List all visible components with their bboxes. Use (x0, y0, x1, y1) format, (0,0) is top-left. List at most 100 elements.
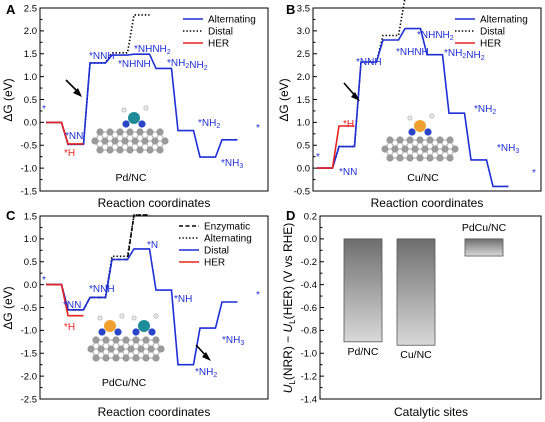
carbon-atom (396, 136, 404, 144)
hydrogen-atom (119, 313, 125, 319)
carbon-atom (132, 336, 140, 344)
y-tick-label: 2.0 (297, 72, 310, 83)
series-her (46, 283, 84, 317)
hydrogen-atom (407, 115, 413, 121)
nitrogen-atom (148, 328, 156, 336)
panel-c-letter: C (6, 208, 16, 223)
y-tick-label: 2.0 (24, 26, 37, 37)
species-label: *NH3 (221, 158, 243, 170)
carbon-atom (436, 154, 444, 162)
y-tick-label: -1.5 (21, 186, 37, 197)
carbon-atom (152, 354, 160, 362)
species-label: *NN (339, 167, 357, 178)
y-tick-label: 1.5 (24, 49, 37, 60)
panel-b-xlabel: Reaction coordinates (371, 196, 484, 210)
carbon-atom (416, 136, 424, 144)
carbon-atom (112, 354, 120, 362)
y-tick-label: -0.4 (301, 280, 317, 291)
carbon-atom (391, 145, 399, 153)
carbon-atom (132, 354, 140, 362)
species-label: * (256, 290, 260, 301)
carbon-atom (426, 136, 434, 144)
panel-a-y-ticks: -1.5 -1.0 -0.5 0.0 0.5 1.0 1.5 2.0 2.5 (21, 3, 44, 197)
species-label: *NN (63, 300, 81, 311)
panel-c-species-labels: * *NN *H *NNH *N *NH *NH2 *NH3 * (42, 240, 260, 379)
carbon-atom (107, 345, 115, 353)
nitrogen-atom (114, 328, 122, 336)
legend-label-her: HER (480, 39, 501, 50)
species-label: *NH2 (195, 367, 217, 379)
panel-b-molecule-illustration (381, 113, 459, 162)
panel-c-ylabel: ΔG (eV) (1, 286, 15, 329)
species-label: *H (64, 148, 75, 159)
nitrogen-atom (138, 120, 146, 128)
bar-pdcu-nc (464, 238, 504, 257)
metal-atom (128, 112, 140, 124)
species-label: *NNH (89, 284, 115, 295)
species-label: *NHNH (118, 59, 151, 70)
carbon-atom (102, 354, 110, 362)
series-her (317, 125, 355, 169)
panel-d-xlabel: Catalytic sites (394, 405, 468, 419)
legend-label-distal: Distal (480, 27, 505, 38)
carbon-atom (116, 146, 124, 154)
panel-d-y-ticks: -1.4 -1.2 -1.0 -0.8 -0.6 -0.4 -0.2 0.0 0.2 (301, 211, 324, 405)
y-tick-label: 1.0 (24, 72, 37, 83)
carbon-atom (446, 154, 454, 162)
y-tick-label: -0.6 (301, 303, 317, 314)
metal-atom (414, 120, 426, 132)
y-tick-label: -0.5 (21, 141, 37, 152)
series-distal (46, 248, 238, 366)
carbon-atom (111, 137, 119, 145)
carbon-atom (136, 128, 144, 136)
species-label: *NN (65, 131, 83, 142)
carbon-atom (92, 354, 100, 362)
legend-label-distal: Distal (208, 27, 233, 38)
panel-b-catalyst-label: Cu/NC (407, 172, 439, 184)
y-tick-label: 3.5 (297, 3, 310, 14)
y-tick-label: 1.5 (24, 211, 37, 222)
y-tick-label: 0.5 (24, 95, 37, 106)
y-tick-label: -0.2 (301, 257, 317, 268)
carbon-atom (436, 136, 444, 144)
carbon-atom (126, 146, 134, 154)
panel-c: C -2.5 -2.0 -1.5 -1.0 -0.5 0.0 0.5 1.0 1.5 ΔG (e… (1, 208, 269, 419)
species-label: *NH3 (497, 143, 519, 155)
panel-a-xlabel: Reaction coordinates (98, 196, 211, 210)
bar-pd-nc (343, 238, 383, 343)
y-tick-label: -1.0 (21, 326, 37, 337)
panel-b: B -0.5 0.0 0.5 1.0 1.5 2.0 2.5 3.0 3.5 ΔG (eV) R… (277, 0, 542, 210)
carbon-atom (96, 128, 104, 136)
series-alternating (317, 27, 509, 188)
carbon-atom (97, 345, 105, 353)
legend-label-enzymatic: Enzymatic (204, 222, 250, 233)
hydrogen-atom (429, 113, 435, 119)
species-label: *NH2NH2 (444, 48, 485, 62)
carbon-atom (446, 136, 454, 144)
y-tick-label: -2.5 (21, 394, 37, 405)
y-tick-label: -1.0 (21, 163, 37, 174)
carbon-atom (406, 136, 414, 144)
carbon-atom (101, 137, 109, 145)
species-label: *NHNH (396, 47, 429, 58)
y-tick-label: -0.5 (294, 186, 310, 197)
panel-b-series (317, 0, 509, 188)
metal-atom (138, 320, 150, 332)
panel-a-ylabel: ΔG (eV) (1, 78, 15, 121)
carbon-atom (441, 145, 449, 153)
carbon-atom (147, 345, 155, 353)
y-tick-label: 0.0 (24, 280, 37, 291)
bar-label: PdCu/NC (462, 222, 507, 234)
species-label: *NH2 (474, 104, 496, 116)
species-label: *NHNH2 (134, 44, 171, 56)
carbon-atom (96, 146, 104, 154)
carbon-atom (87, 345, 95, 353)
carbon-atom (91, 137, 99, 145)
carbon-atom (142, 336, 150, 344)
y-tick-label: -1.5 (21, 349, 37, 360)
carbon-atom (141, 137, 149, 145)
species-label: * (42, 275, 46, 286)
carbon-atom (426, 154, 434, 162)
species-label: * (42, 104, 46, 115)
